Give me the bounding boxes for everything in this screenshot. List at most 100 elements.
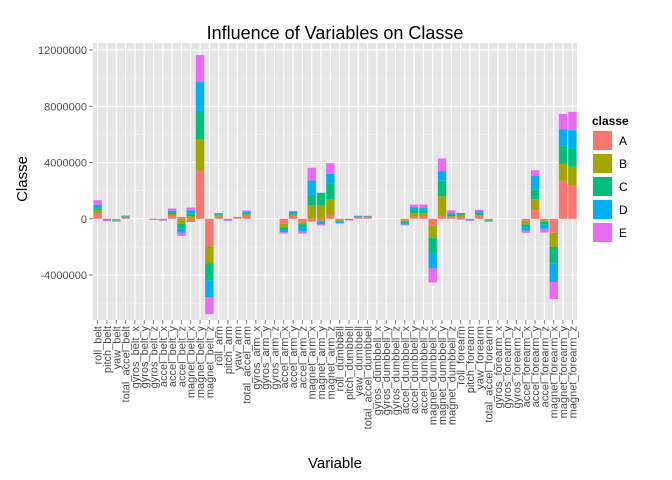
bar-C-accel_arm_y [288,213,298,215]
bar-D-yaw_belt [112,220,121,222]
bar-A-accel_dumbbell_x [400,218,409,221]
legend-label-B: B [619,157,627,171]
bar-A-accel_arm_y [288,215,298,219]
bar-A-magnet_belt_z [205,218,214,247]
bar-B-magnet_forearm_y [558,163,568,181]
bar-E-total_accel_dumbbell [363,215,372,217]
bar-A-magnet_belt_y [195,170,205,219]
bar-B-total_accel_dumbbell [363,217,372,218]
bar-B-roll_forearm [456,214,465,217]
bar-E-accel_dumbbell_z [419,204,428,209]
bar-E-accel_forearm_z [540,228,549,233]
x-tick-label: total_accel_belt [121,326,133,402]
bar-E-total_accel_belt [121,215,130,216]
bar-D-magnet_belt_y [195,82,205,111]
bar-C-magnet_forearm_y [558,145,568,164]
bar-D-yaw_arm [233,217,242,218]
bar-E-roll_belt [93,200,102,205]
bar-B-magnet_arm_x [307,205,316,219]
bar-A-accel_dumbbell_y [409,216,419,219]
x-tick-label: accel_belt_z [176,326,188,387]
bar-B-accel_belt_x [158,219,167,220]
legend-label-C: C [619,180,628,194]
legend-title: classe [592,114,629,128]
bar-D-roll_forearm [456,218,465,220]
bar-C-roll_arm [214,214,223,216]
bar-E-magnet_dumbbell_x [428,268,437,283]
bar-A-magnet_dumbbell_x [428,218,437,226]
bar-B-accel_arm_x [279,223,288,228]
bar-D-magnet_arm_z [326,173,335,184]
bar-D-accel_dumbbell_z [419,208,428,211]
bar-C-magnet_dumbbell_x [428,238,437,253]
bar-A-yaw_forearm [475,215,484,219]
bar-B-roll_dumbbell [335,220,344,222]
chart-title: Influence of Variables on Classe [207,23,464,43]
bar-A-magnet_forearm_x [549,218,558,233]
bar-C-accel_dumbbell_y [409,210,419,214]
x-tick-label: gyros_belt_z [149,326,161,388]
bar-E-magnet_belt_x [186,207,195,211]
bar-D-accel_forearm_z [540,224,549,229]
bar-E-magnet_forearm_y [558,114,568,130]
bar-B-magnet_belt_x [186,216,195,219]
bar-B-magnet_forearm_x [549,232,558,247]
bar-C-pitch_forearm [465,219,475,221]
bar-D-roll_dumbbell [335,221,344,224]
bar-C-pitch_arm [223,219,233,221]
bar-A-magnet_belt_x [186,218,195,222]
bar-B-total_accel_belt [121,216,130,218]
x-tick-label: gyros_belt_y [139,326,151,389]
bar-C-pitch_dumbbell [344,219,354,220]
x-tick-label: magnet_arm_y [316,326,328,400]
x-tick-label: gyros_arm_y [260,326,272,390]
bar-E-magnet_belt_y [195,55,205,83]
bar-B-magnet_dumbbell_x [428,225,437,239]
bar-D-accel_arm_z [298,227,307,232]
legend-label-E: E [619,226,627,240]
bar-B-accel_forearm_z [540,220,549,222]
bar-B-accel_forearm_x [521,220,530,225]
bar-B-yaw_belt [112,219,121,221]
bar-C-accel_belt_x [158,219,167,221]
bar-E-accel_forearm_y [530,170,540,176]
legend-swatch-E [593,223,612,242]
x-tick-label: accel_belt_x [158,326,170,388]
bar-D-accel_dumbbell_y [409,207,419,211]
bar-E-roll_arm [214,212,223,214]
bar-B-pitch_forearm [465,219,475,220]
bar-D-pitch_forearm [465,220,475,221]
bar-E-magnet_forearm_z [568,111,577,131]
bar-B-yaw_forearm [475,214,484,216]
y-tick-label: 4000000 [44,158,87,170]
bar-A-magnet_forearm_z [568,185,577,219]
bar-A-roll_forearm [456,216,465,219]
bar-E-accel_dumbbell_x [400,224,409,226]
bar-B-accel_dumbbell_x [400,220,409,222]
bar-A-total_accel_arm [242,215,251,219]
bar-A-total_accel_belt [121,217,130,219]
bar-A-pitch_belt [102,218,112,220]
bar-D-magnet_arm_y [316,221,326,225]
bar-A-total_accel_forearm [484,218,493,220]
bar-A-yaw_arm [233,218,242,219]
bar-D-magnet_belt_x [186,210,195,214]
legend-swatch-A [593,131,612,150]
y-axis-title: Classe [14,156,31,202]
x-tick-label: magnet_dumbbell_x [428,326,440,426]
x-tick-label: accel_arm_x [279,326,291,389]
bar-A-pitch_dumbbell [344,218,354,220]
bar-B-accel_belt_y [167,213,177,216]
bar-E-magnet_arm_z [326,163,335,174]
bar-B-pitch_belt [102,219,112,220]
bar-A-yaw_dumbbell [354,217,363,219]
bar-A-magnet_arm_y [316,218,326,222]
bar-E-accel_dumbbell_y [409,204,419,208]
bar-A-accel_arm_x [279,218,288,224]
bar-A-magnet_forearm_y [558,180,568,219]
bar-C-total_accel_forearm [484,220,493,221]
bar-A-accel_forearm_y [530,210,540,219]
bar-A-pitch_arm [223,218,233,220]
legend-swatch-D [593,200,612,219]
